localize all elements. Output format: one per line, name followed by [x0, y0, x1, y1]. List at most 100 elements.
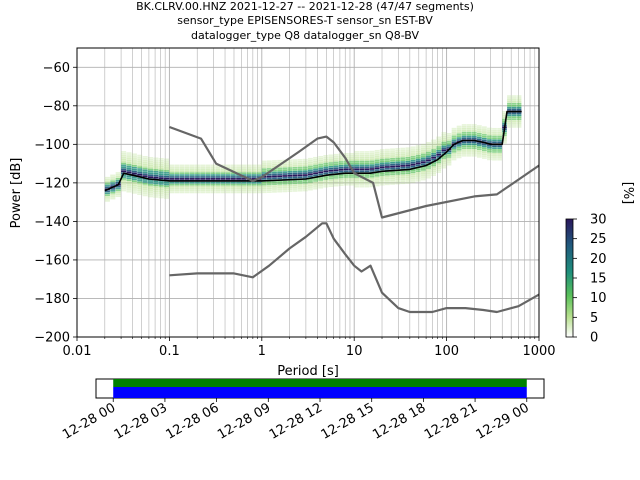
- density-cell: [405, 153, 411, 155]
- density-cell: [225, 185, 231, 188]
- density-cell: [292, 166, 298, 169]
- density-cell: [282, 186, 288, 189]
- density-cell: [287, 186, 293, 189]
- density-cell: [338, 164, 344, 167]
- density-cell: [390, 150, 395, 153]
- density-cell: [200, 164, 206, 167]
- density-cell: [179, 185, 185, 188]
- density-cell: [313, 156, 318, 159]
- density-cell: [456, 135, 462, 138]
- density-cell: [142, 175, 148, 177]
- density-cell: [153, 169, 159, 171]
- density-cell: [405, 180, 411, 182]
- density-cell: [349, 162, 354, 165]
- colorbar-tick-label: 10: [590, 291, 607, 306]
- colorbar: 0 5 10 15 20 25 30 [%]: [565, 182, 635, 346]
- noise-model-lower-line: [169, 222, 540, 314]
- density-cell: [415, 164, 421, 167]
- density-cell: [359, 164, 365, 167]
- density-cell: [266, 187, 272, 190]
- density-cell: [369, 162, 375, 165]
- density-cell: [220, 172, 226, 174]
- density-cell: [487, 145, 492, 147]
- density-cell: [189, 191, 195, 194]
- density-cell: [482, 139, 487, 142]
- density-cell: [511, 114, 517, 117]
- density-cell: [195, 185, 200, 188]
- density-cell: [497, 137, 502, 140]
- density-cell: [338, 170, 344, 173]
- density-cell: [502, 139, 507, 142]
- density-cell: [287, 176, 293, 179]
- y-tick-label: −160: [34, 253, 70, 268]
- density-cell: [169, 176, 175, 178]
- density-cell: [164, 166, 170, 168]
- density-cell: [277, 183, 283, 185]
- processed-coverage-bar: [113, 379, 527, 387]
- density-cell: [292, 174, 298, 177]
- density-cell: [502, 138, 507, 140]
- density-cell: [179, 187, 185, 190]
- density-cell: [436, 136, 442, 139]
- density-cell: [282, 190, 288, 193]
- density-cell: [405, 162, 411, 165]
- density-cell: [431, 156, 437, 159]
- density-cell: [246, 172, 252, 174]
- density-cell: [507, 100, 512, 103]
- density-cell: [333, 163, 339, 166]
- density-cell: [131, 170, 137, 173]
- density-cell: [215, 172, 221, 174]
- density-cell: [436, 142, 442, 145]
- density-cell: [110, 195, 116, 198]
- density-cell: [379, 164, 385, 167]
- density-cell: [338, 176, 344, 179]
- density-cell: [115, 179, 121, 182]
- density-cell: [142, 194, 148, 197]
- density-cell: [492, 154, 497, 157]
- density-cell: [323, 156, 329, 159]
- density-cell: [436, 155, 442, 158]
- density-cell: [297, 162, 303, 165]
- density-cell: [395, 155, 401, 158]
- density-cell: [420, 145, 426, 148]
- density-cell: [497, 154, 502, 157]
- density-cell: [451, 127, 457, 130]
- density-cell: [137, 158, 143, 161]
- density-cell: [164, 177, 170, 180]
- density-cell: [338, 159, 344, 161]
- density-cell: [497, 145, 502, 148]
- density-cell: [110, 184, 116, 186]
- x-tick-label: 0.01: [63, 344, 92, 359]
- density-cell: [343, 164, 349, 167]
- density-cell: [164, 191, 170, 194]
- colorbar-ticks: 0 5 10 15 20 25 30: [573, 213, 607, 346]
- density-cell: [277, 159, 283, 162]
- density-cell: [174, 174, 180, 176]
- density-cell: [189, 181, 195, 184]
- density-cell: [487, 127, 492, 130]
- density-cell: [446, 156, 452, 158]
- density-cell: [511, 106, 517, 109]
- density-cell: [231, 191, 236, 194]
- density-cell: [153, 172, 159, 175]
- density-cell: [456, 144, 462, 147]
- density-cell: [147, 185, 153, 188]
- density-cell: [379, 158, 385, 161]
- density-cell: [451, 141, 457, 144]
- density-cell: [272, 189, 277, 191]
- density-cell: [215, 176, 221, 178]
- density-cell: [169, 187, 175, 190]
- density-cell: [415, 149, 421, 151]
- density-cell: [220, 168, 226, 171]
- density-cell: [137, 185, 143, 188]
- density-cell: [482, 130, 487, 132]
- timeline-tick-label: 12-28 21: [422, 400, 480, 442]
- density-cell: [225, 176, 231, 178]
- density-cell: [487, 156, 492, 159]
- density-cell: [282, 173, 288, 175]
- density-cell: [153, 165, 159, 167]
- density-cell: [497, 133, 502, 136]
- density-cell: [231, 164, 236, 167]
- density-cell: [379, 152, 385, 155]
- density-cell: [420, 172, 426, 175]
